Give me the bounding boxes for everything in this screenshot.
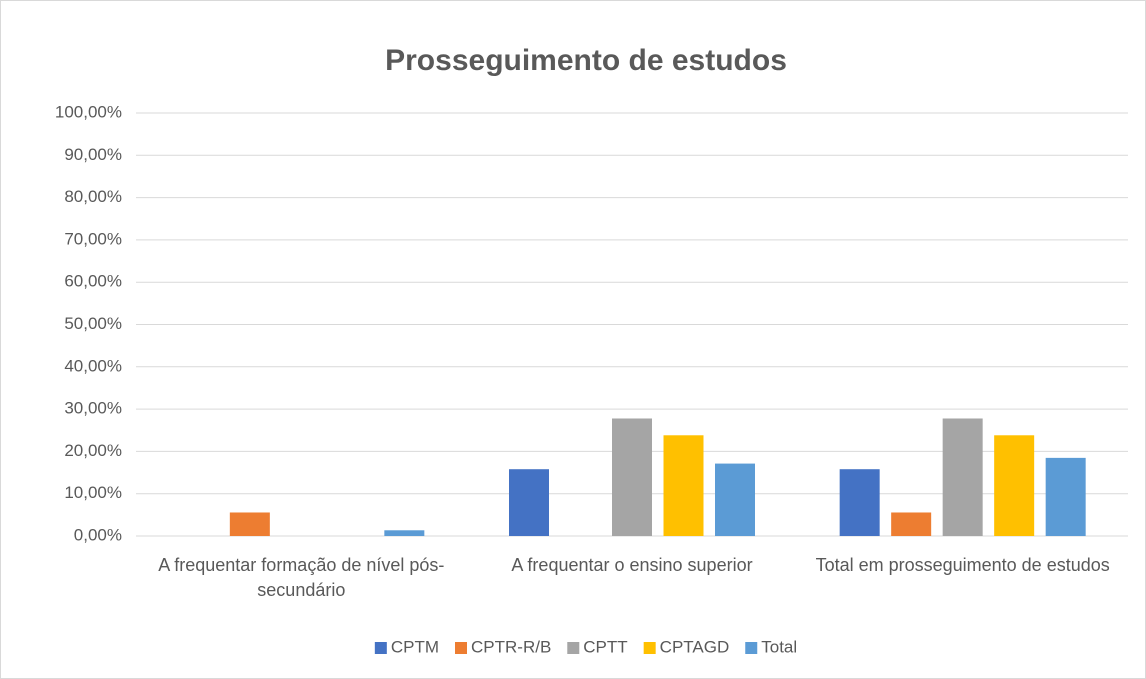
y-tick-label: 0,00% <box>74 525 122 544</box>
y-tick-label: 30,00% <box>64 399 122 418</box>
chart-title: Prosseguimento de estudos <box>385 44 787 77</box>
y-tick-label: 50,00% <box>64 314 122 333</box>
bar <box>839 469 880 536</box>
legend-label: CPTR-R/B <box>471 637 551 656</box>
legend-label: Total <box>761 637 797 656</box>
bar <box>942 418 983 536</box>
bar <box>384 530 425 536</box>
bar <box>612 418 652 536</box>
y-tick-label: 60,00% <box>64 272 122 291</box>
y-tick-label: 20,00% <box>64 441 122 460</box>
y-tick-label: 40,00% <box>64 356 122 375</box>
legend-swatch <box>455 642 467 654</box>
bar <box>229 512 270 536</box>
y-tick-label: 70,00% <box>64 229 122 248</box>
bar <box>994 435 1035 536</box>
bar <box>1045 457 1086 536</box>
legend-label: CPTM <box>391 637 439 656</box>
x-tick-label: Total em prosseguimento de estudos <box>815 555 1110 575</box>
y-tick-label: 80,00% <box>64 187 122 206</box>
x-tick-label: A frequentar formação de nível pós-secun… <box>158 555 445 600</box>
y-tick-label: 10,00% <box>64 483 122 502</box>
y-tick-label: 90,00% <box>64 145 122 164</box>
bar <box>663 435 704 536</box>
bar <box>715 463 755 536</box>
legend-swatch <box>374 642 387 654</box>
y-tick-label: 100,00% <box>55 102 122 121</box>
legend-swatch <box>643 642 656 654</box>
legend-label: CPTT <box>583 637 627 656</box>
legend-label: CPTAGD <box>660 637 730 656</box>
bar <box>891 512 932 536</box>
legend-swatch <box>567 642 580 654</box>
x-tick-label: A frequentar o ensino superior <box>511 555 753 575</box>
legend-swatch <box>745 642 758 654</box>
bar <box>509 469 549 536</box>
